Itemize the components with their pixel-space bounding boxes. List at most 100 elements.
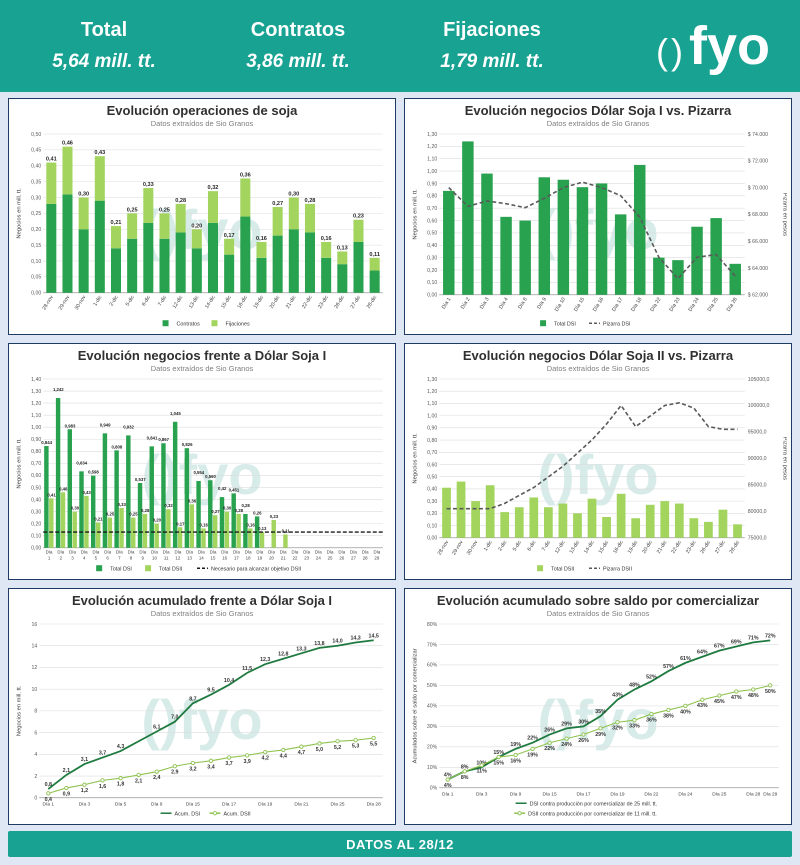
svg-text:1-dic: 1-dic: [92, 295, 103, 308]
svg-text:0,21: 0,21: [94, 517, 103, 522]
svg-text:4%: 4%: [444, 783, 452, 789]
svg-text:0,30: 0,30: [31, 510, 41, 516]
svg-text:20: 20: [269, 556, 274, 561]
svg-text:Día 28: Día 28: [367, 802, 381, 808]
svg-text:14: 14: [31, 644, 37, 650]
svg-text:0,16: 0,16: [246, 523, 255, 528]
svg-text:0,90: 0,90: [427, 182, 437, 188]
chart-title: Evolución negocios frente a Dólar Soja I: [77, 348, 327, 363]
svg-text:27-dic: 27-dic: [714, 540, 727, 556]
svg-text:Día: Día: [292, 550, 299, 555]
svg-text:20-dic: 20-dic: [269, 295, 282, 311]
svg-text:0,28: 0,28: [241, 503, 250, 508]
svg-text:1,6: 1,6: [99, 784, 106, 790]
svg-text:0,33: 0,33: [143, 182, 154, 188]
chart-area: ()fyo 0 2 4 6 8 10 12 14 16 Negocios en mill. tt.…: [13, 618, 391, 821]
svg-text:0,20: 0,20: [31, 227, 41, 233]
svg-text:19-dic: 19-dic: [253, 295, 266, 311]
chart-canvas-dsii-pizarra: 0,00 0,10 0,20 0,30 0,40 0,50 0,60 0,70 0,80 0,90…: [412, 377, 787, 573]
svg-text:14-dic: 14-dic: [204, 295, 217, 311]
svg-text:67%: 67%: [714, 644, 725, 650]
svg-text:0,983: 0,983: [65, 424, 76, 429]
svg-text:2,1: 2,1: [135, 779, 142, 785]
svg-text:6,1: 6,1: [153, 725, 160, 731]
svg-text:6-dic: 6-dic: [526, 540, 537, 553]
svg-text:0,43: 0,43: [94, 151, 105, 157]
svg-text:Día: Día: [57, 550, 64, 555]
svg-text:5-dic: 5-dic: [512, 540, 523, 553]
svg-text:Negocios en mill. tt.: Negocios en mill. tt.: [412, 189, 418, 240]
svg-text:7: 7: [118, 556, 121, 561]
svg-text:0,40: 0,40: [427, 243, 437, 249]
svg-text:26-dic: 26-dic: [700, 540, 713, 556]
svg-text:12-dic: 12-dic: [554, 540, 567, 556]
chart-canvas-acumulado-saldo: 0% 10% 20% 30% 40% 50% 60% 70% 80% Acumulados sob…: [412, 622, 779, 818]
svg-text:6: 6: [34, 731, 37, 737]
svg-text:$ 72.000: $ 72.000: [748, 159, 768, 165]
svg-text:$ 66.000: $ 66.000: [748, 239, 768, 245]
svg-text:0,90: 0,90: [31, 437, 41, 443]
svg-text:Día: Día: [303, 550, 310, 555]
svg-text:95000,0: 95000,0: [748, 430, 767, 436]
svg-text:0,10: 0,10: [427, 280, 437, 286]
chart-title: Evolución negocios Dólar Soja I vs. Piza…: [464, 103, 732, 118]
svg-text:29-nov: 29-nov: [451, 540, 465, 557]
svg-text:1,242: 1,242: [53, 387, 64, 392]
svg-text:Día 17: Día 17: [576, 792, 590, 798]
svg-text:0,17: 0,17: [224, 233, 235, 239]
svg-text:0,00: 0,00: [31, 546, 41, 552]
svg-text:0,17: 0,17: [176, 522, 185, 527]
svg-text:0,11: 0,11: [282, 529, 291, 534]
svg-text:Día 24: Día 24: [678, 792, 692, 798]
svg-text:70%: 70%: [427, 643, 438, 649]
svg-text:0,30: 0,30: [31, 196, 41, 202]
svg-text:0,20: 0,20: [191, 224, 202, 230]
svg-text:Día 4: Día 4: [498, 297, 510, 311]
svg-text:1,40: 1,40: [31, 377, 41, 383]
svg-text:Día: Día: [128, 550, 135, 555]
svg-text:30%: 30%: [578, 720, 589, 726]
svg-text:13-dic: 13-dic: [569, 540, 582, 556]
svg-text:0,23: 0,23: [270, 514, 279, 519]
svg-text:Día: Día: [174, 550, 181, 555]
svg-text:0,25: 0,25: [129, 512, 138, 517]
svg-text:Pizarra DSII: Pizarra DSII: [603, 567, 632, 573]
svg-text:0,40: 0,40: [31, 164, 41, 170]
svg-text:0,13: 0,13: [337, 246, 348, 252]
svg-text:Día: Día: [93, 550, 100, 555]
svg-text:Día: Día: [198, 550, 205, 555]
svg-text:Día: Día: [373, 550, 380, 555]
svg-text:10,4: 10,4: [224, 678, 234, 684]
svg-text:20%: 20%: [427, 745, 438, 751]
svg-text:19%: 19%: [510, 742, 521, 748]
svg-text:61%: 61%: [680, 656, 691, 662]
svg-text:14: 14: [199, 556, 204, 561]
svg-text:0,50: 0,50: [31, 132, 41, 138]
svg-text:3,1: 3,1: [81, 757, 88, 763]
svg-text:0,25: 0,25: [159, 208, 170, 214]
svg-text:1: 1: [48, 556, 51, 561]
svg-text:0,20: 0,20: [153, 518, 162, 523]
svg-text:0,537: 0,537: [135, 477, 146, 482]
svg-text:0,80: 0,80: [427, 194, 437, 200]
svg-text:0,30: 0,30: [427, 256, 437, 262]
svg-text:26: 26: [339, 556, 344, 561]
svg-text:Día 1: Día 1: [441, 297, 453, 311]
stat-contratos: Contratos 3,86 mill. tt.: [212, 19, 384, 73]
svg-text:Total DSI: Total DSI: [554, 322, 576, 328]
svg-text:0,20: 0,20: [427, 511, 437, 517]
svg-text:19: 19: [257, 556, 262, 561]
svg-text:15%: 15%: [493, 761, 504, 767]
svg-text:0,560: 0,560: [205, 475, 216, 480]
svg-text:1,045: 1,045: [170, 411, 181, 416]
svg-text:0,70: 0,70: [427, 206, 437, 212]
svg-text:Día 1: Día 1: [43, 802, 55, 808]
svg-text:71%: 71%: [748, 636, 759, 642]
svg-text:2,9: 2,9: [171, 770, 178, 776]
svg-text:Acum. DSII: Acum. DSII: [223, 812, 250, 818]
svg-text:15%: 15%: [493, 750, 504, 756]
svg-text:Día 25: Día 25: [712, 792, 726, 798]
svg-text:Contratos: Contratos: [177, 322, 201, 328]
chart-area: ()fyo 0,000,100,200,300,400,500,600,700,…: [409, 128, 787, 331]
svg-text:7-dic: 7-dic: [541, 540, 552, 553]
